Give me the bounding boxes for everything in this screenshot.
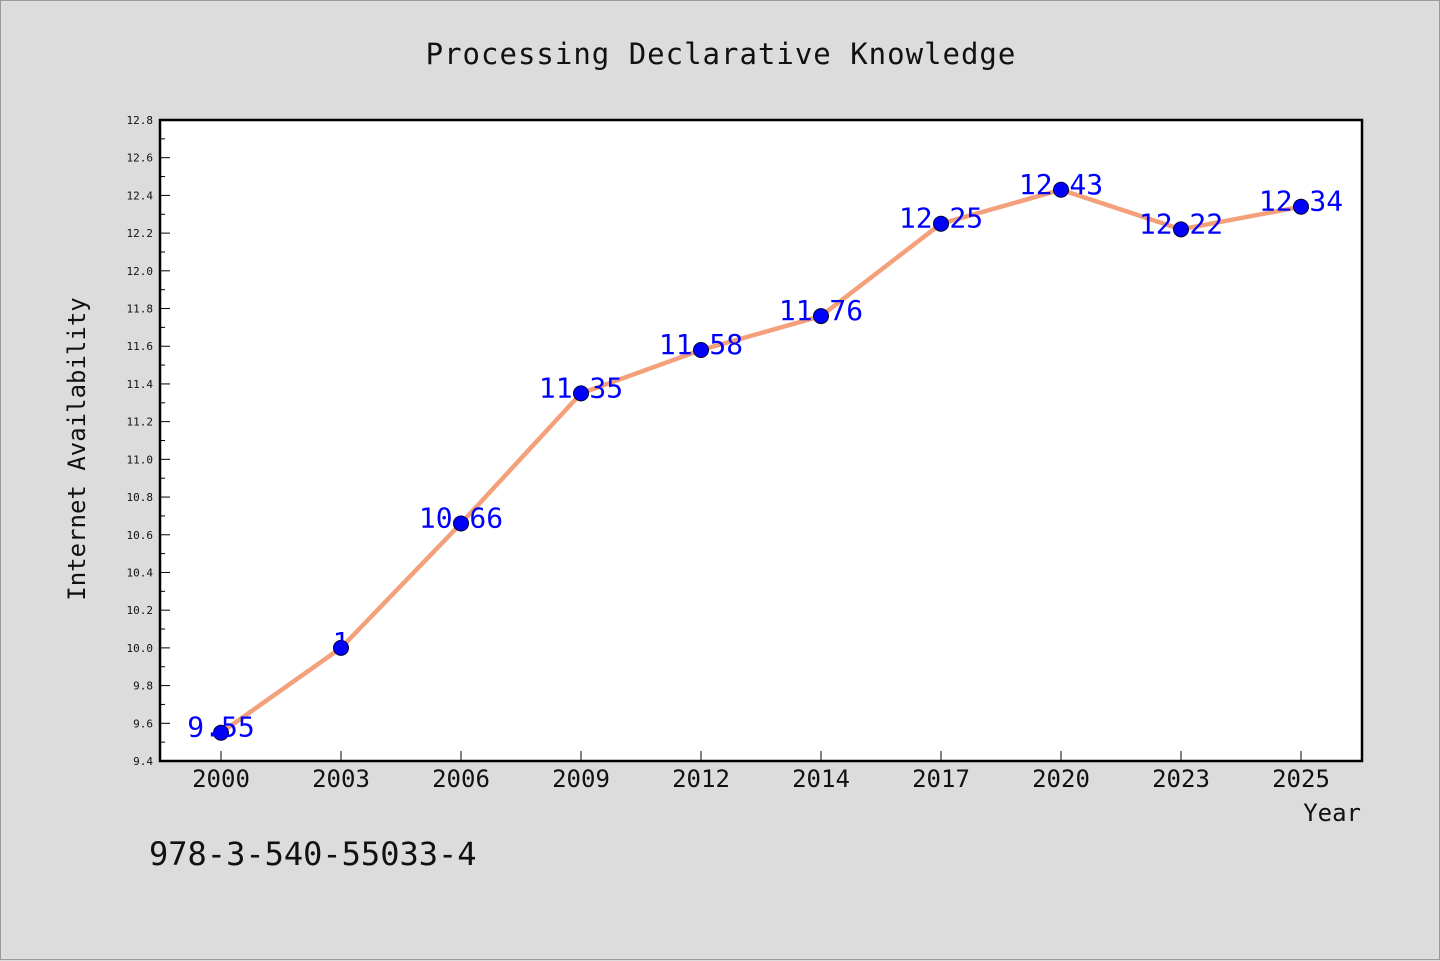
data-point [1173, 221, 1189, 238]
y-tick-label: 12.8 [127, 114, 154, 127]
data-point [213, 724, 229, 741]
y-tick-label: 11.4 [127, 378, 154, 391]
x-tick-label: 2023 [1152, 765, 1210, 793]
y-tick-label: 10.0 [127, 642, 154, 655]
y-tick-label: 12.2 [127, 227, 154, 240]
data-point [813, 308, 829, 325]
data-point [1053, 181, 1069, 198]
y-tick-label: 9.6 [133, 717, 153, 730]
data-label: 11.35 [539, 371, 623, 404]
x-axis-ticks: 2000 2003 2006 2009 2012 2014 2017 2020 2023 2025 [192, 751, 1330, 793]
series-line [218, 187, 1304, 735]
y-axis-ticks: 9.4 9.6 9.8 10.0 10.2 10.4 10.6 10.8 11.0 11.2 11.… [127, 114, 170, 768]
x-tick-label: 2012 [672, 765, 730, 793]
x-tick-label: 2014 [792, 765, 850, 793]
data-point [1293, 198, 1309, 215]
x-tick-label: 2003 [312, 765, 370, 793]
y-tick-label: 12.6 [127, 152, 154, 165]
y-axis-label: Internet Availability [63, 297, 91, 600]
data-labels: 9.55 1 10.66 11.35 11.58 11.76 12.25 12.43 12.22… [187, 168, 1343, 744]
y-tick-label: 12.4 [127, 189, 154, 202]
data-point [453, 515, 469, 532]
data-point [933, 215, 949, 232]
data-point [573, 385, 589, 402]
y-tick-label: 10.6 [127, 529, 154, 542]
y-tick-label: 9.4 [133, 755, 153, 768]
data-label: 12.43 [1019, 168, 1103, 201]
y-tick-label: 10.8 [127, 491, 154, 504]
x-tick-label: 2009 [552, 765, 610, 793]
series-markers [213, 181, 1309, 741]
y-tick-label: 11.2 [127, 416, 154, 429]
data-label: 12.34 [1259, 185, 1343, 218]
data-label: 1 [333, 626, 350, 659]
data-label: 11.76 [779, 294, 863, 327]
isbn-text: 978-3-540-55033-4 [149, 835, 477, 873]
data-point [333, 639, 349, 656]
x-axis-label: Year [1303, 799, 1361, 827]
data-point [693, 342, 709, 359]
y-tick-label: 11.0 [127, 453, 154, 466]
y-tick-label: 10.2 [127, 604, 154, 617]
y-tick-label: 11.8 [127, 303, 154, 316]
chart-title: Processing Declarative Knowledge [426, 37, 1017, 71]
plot-area [158, 118, 1364, 763]
series-polyline [218, 187, 1304, 735]
y-tick-label: 12.0 [127, 265, 154, 278]
data-label: 10.66 [419, 501, 503, 534]
x-tick-label: 2020 [1032, 765, 1090, 793]
data-label: 11.58 [659, 328, 743, 361]
y-tick-label: 11.6 [127, 340, 154, 353]
data-label: 12.25 [899, 202, 983, 235]
y-tick-label: 10.4 [127, 566, 154, 579]
x-tick-label: 2017 [912, 765, 970, 793]
x-tick-label: 2006 [432, 765, 490, 793]
y-tick-label: 9.8 [133, 680, 153, 693]
x-tick-label: 2000 [192, 765, 250, 793]
data-label: 9.55 [187, 711, 254, 744]
data-label: 12.22 [1139, 207, 1223, 240]
x-tick-label: 2025 [1272, 765, 1330, 793]
